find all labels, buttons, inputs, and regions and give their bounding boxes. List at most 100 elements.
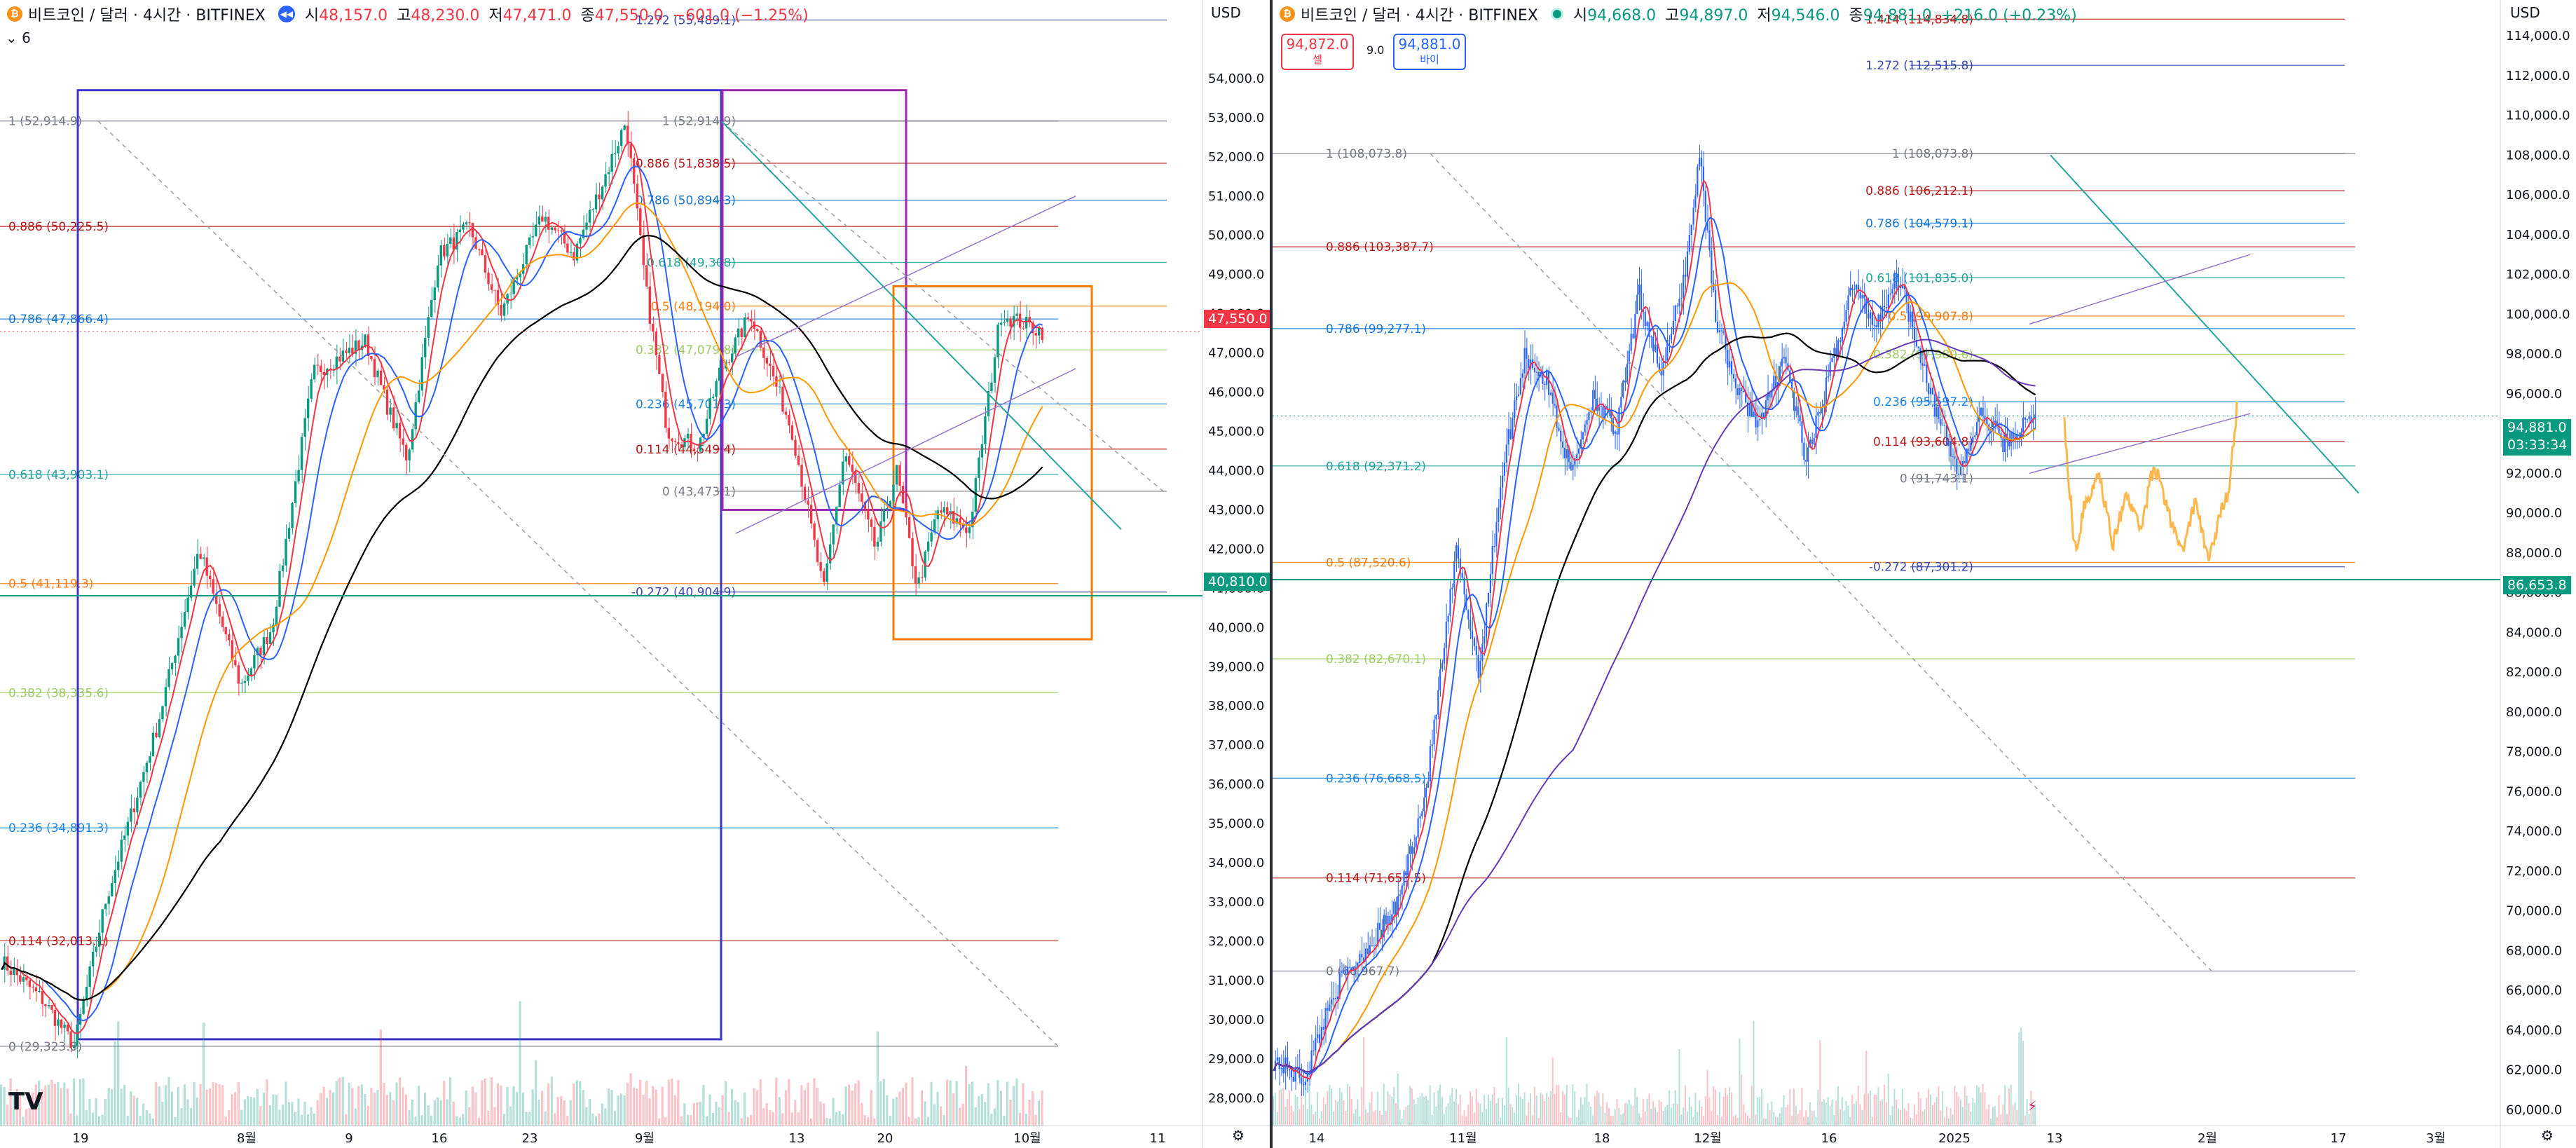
candle-body — [594, 194, 598, 210]
candle-body — [790, 425, 794, 440]
buy-button[interactable]: 94,881.0 바이 — [1393, 34, 1466, 70]
sell-button[interactable]: 94,872.0 셀 — [1281, 34, 1354, 70]
candle-body — [1304, 1081, 1307, 1086]
indicator-collapse-toggle[interactable]: ⌄ 6 — [6, 29, 31, 46]
volume-bar — [2004, 1085, 2006, 1126]
candle-body — [1685, 274, 1687, 277]
fib-level-label: -0.272 (87,301.2) — [1869, 561, 1973, 575]
volume-bar — [1748, 1118, 1751, 1126]
price-tick-label: 78,000.0 — [2506, 745, 2562, 760]
projection-path — [2063, 401, 2238, 561]
volume-bar — [1882, 1099, 1884, 1126]
volume-bar — [1966, 1095, 1968, 1126]
volume-bar — [1393, 1087, 1395, 1126]
right-chart-canvas[interactable]: 60,000.062,000.064,000.066,000.068,000.0… — [1273, 0, 2576, 1148]
volume-bar — [512, 1086, 515, 1126]
volume-bar — [1729, 1087, 1731, 1126]
candle-body — [1940, 419, 1942, 425]
volume-bar — [209, 1088, 212, 1126]
volume-bar — [999, 1091, 1002, 1126]
candle-body — [721, 367, 724, 369]
replay-icon[interactable]: ◀◀ — [278, 6, 295, 22]
volume-bar — [1429, 1085, 1431, 1126]
price-tick-label: 31,000.0 — [1208, 973, 1264, 988]
fib-level-label: 0 (91,743.1) — [1900, 472, 1973, 486]
volume-bar — [968, 1084, 971, 1126]
volume-bar — [1604, 1112, 1606, 1126]
candle-body — [114, 870, 116, 883]
pane-divider[interactable] — [1270, 0, 1273, 1148]
volume-bar — [1767, 1103, 1769, 1126]
price-tick-label: 43,000.0 — [1208, 503, 1264, 517]
candle-body — [1349, 966, 1351, 968]
left-currency-label[interactable]: USD — [1211, 4, 1241, 21]
volume-bar — [1031, 1091, 1034, 1126]
price-tick-label: 88,000.0 — [2506, 546, 2562, 561]
volume-bar — [1793, 1088, 1795, 1126]
candle-body — [1771, 390, 1773, 398]
candle-body — [1343, 971, 1345, 973]
fib-level-label: 0.236 (34,891.3) — [8, 821, 109, 835]
candle-body — [170, 662, 174, 669]
left-chart-pane[interactable]: 28,000.0 29,000.0 30,000.0 31,000.0 32,000.0… — [0, 0, 1270, 1148]
candle-body — [1910, 311, 1912, 322]
right-symbol-header[interactable]: ₿ 비트코인 / 달러 · 4시간 · BITFINEX 시94,668.0 고… — [1280, 0, 2081, 28]
volume-bar — [579, 1081, 582, 1126]
right-currency-label[interactable]: USD — [2510, 4, 2540, 21]
left-chart-canvas[interactable]: 28,000.029,000.030,000.031,000.032,000.0… — [0, 0, 1270, 1148]
volume-bar — [633, 1087, 636, 1126]
volume-bar — [1580, 1097, 1582, 1126]
volume-bar — [848, 1084, 851, 1126]
volume-bar — [32, 1092, 34, 1126]
volume-bar — [1873, 1095, 1875, 1126]
candle-body — [161, 706, 164, 720]
fib-level-label: 1.272 (55,489.1) — [636, 14, 736, 28]
volume-bar — [1505, 1037, 1507, 1126]
volume-bar — [1899, 1109, 1901, 1126]
candle-body — [1994, 421, 1996, 423]
candle-body — [807, 500, 809, 505]
volume-bar — [2020, 1027, 2022, 1126]
volume-bar — [978, 1095, 980, 1126]
candle-body — [439, 245, 442, 266]
volume-bar — [303, 1101, 306, 1126]
volume-bar — [322, 1086, 325, 1126]
left-settings-icon[interactable]: ⚙ — [1232, 1127, 1245, 1144]
volume-bar — [373, 1093, 376, 1126]
candle-body — [1797, 406, 1799, 416]
candle-body — [1725, 333, 1727, 350]
volume-bar — [1324, 1104, 1327, 1126]
candle-body — [1333, 998, 1335, 999]
volume-bar — [1706, 1070, 1708, 1126]
candle-body — [984, 416, 987, 444]
volume-bar — [813, 1078, 816, 1126]
volume-bar — [1502, 1098, 1504, 1126]
price-tick-label: 50,000.0 — [1208, 228, 1264, 243]
volume-bar — [1624, 1103, 1626, 1126]
volume-bar — [1465, 1116, 1467, 1126]
volume-bar — [1596, 1091, 1598, 1126]
time-tick-label: 11 — [1150, 1131, 1166, 1146]
candle-body — [1801, 421, 1803, 443]
lightning-icon[interactable]: ⚡ — [2027, 1098, 2038, 1114]
volume-bar — [1618, 1107, 1620, 1126]
fib-level-label: 0.236 (76,668.5) — [1326, 772, 1426, 786]
volume-bar — [1015, 1078, 1018, 1126]
candle-body — [744, 317, 746, 337]
candle-body — [727, 362, 730, 363]
volume-bar — [1980, 1092, 1982, 1126]
candle-body — [1451, 587, 1453, 589]
volume-bar — [775, 1077, 778, 1126]
fib-level-label: 0.382 (38,335.6) — [8, 686, 109, 700]
price-tick-label: 62,000.0 — [2506, 1063, 2562, 1078]
right-settings-icon[interactable]: ⚙ — [2541, 1127, 2554, 1144]
volume-bar — [525, 1112, 528, 1126]
right-chart-pane[interactable]: 60,000.0 62,000.0 64,000.0 66,000.0 68,000.0… — [1273, 0, 2576, 1148]
volume-bar — [591, 1113, 594, 1126]
volume-bar — [1500, 1117, 1502, 1126]
volume-bar — [91, 1112, 95, 1126]
candle-body — [772, 366, 775, 377]
left-symbol-header[interactable]: ₿ 비트코인 / 달러 · 4시간 · BITFINEX ◀◀ 시48,157.… — [7, 0, 813, 28]
candle-body — [1481, 643, 1484, 661]
candle-body — [335, 356, 338, 370]
